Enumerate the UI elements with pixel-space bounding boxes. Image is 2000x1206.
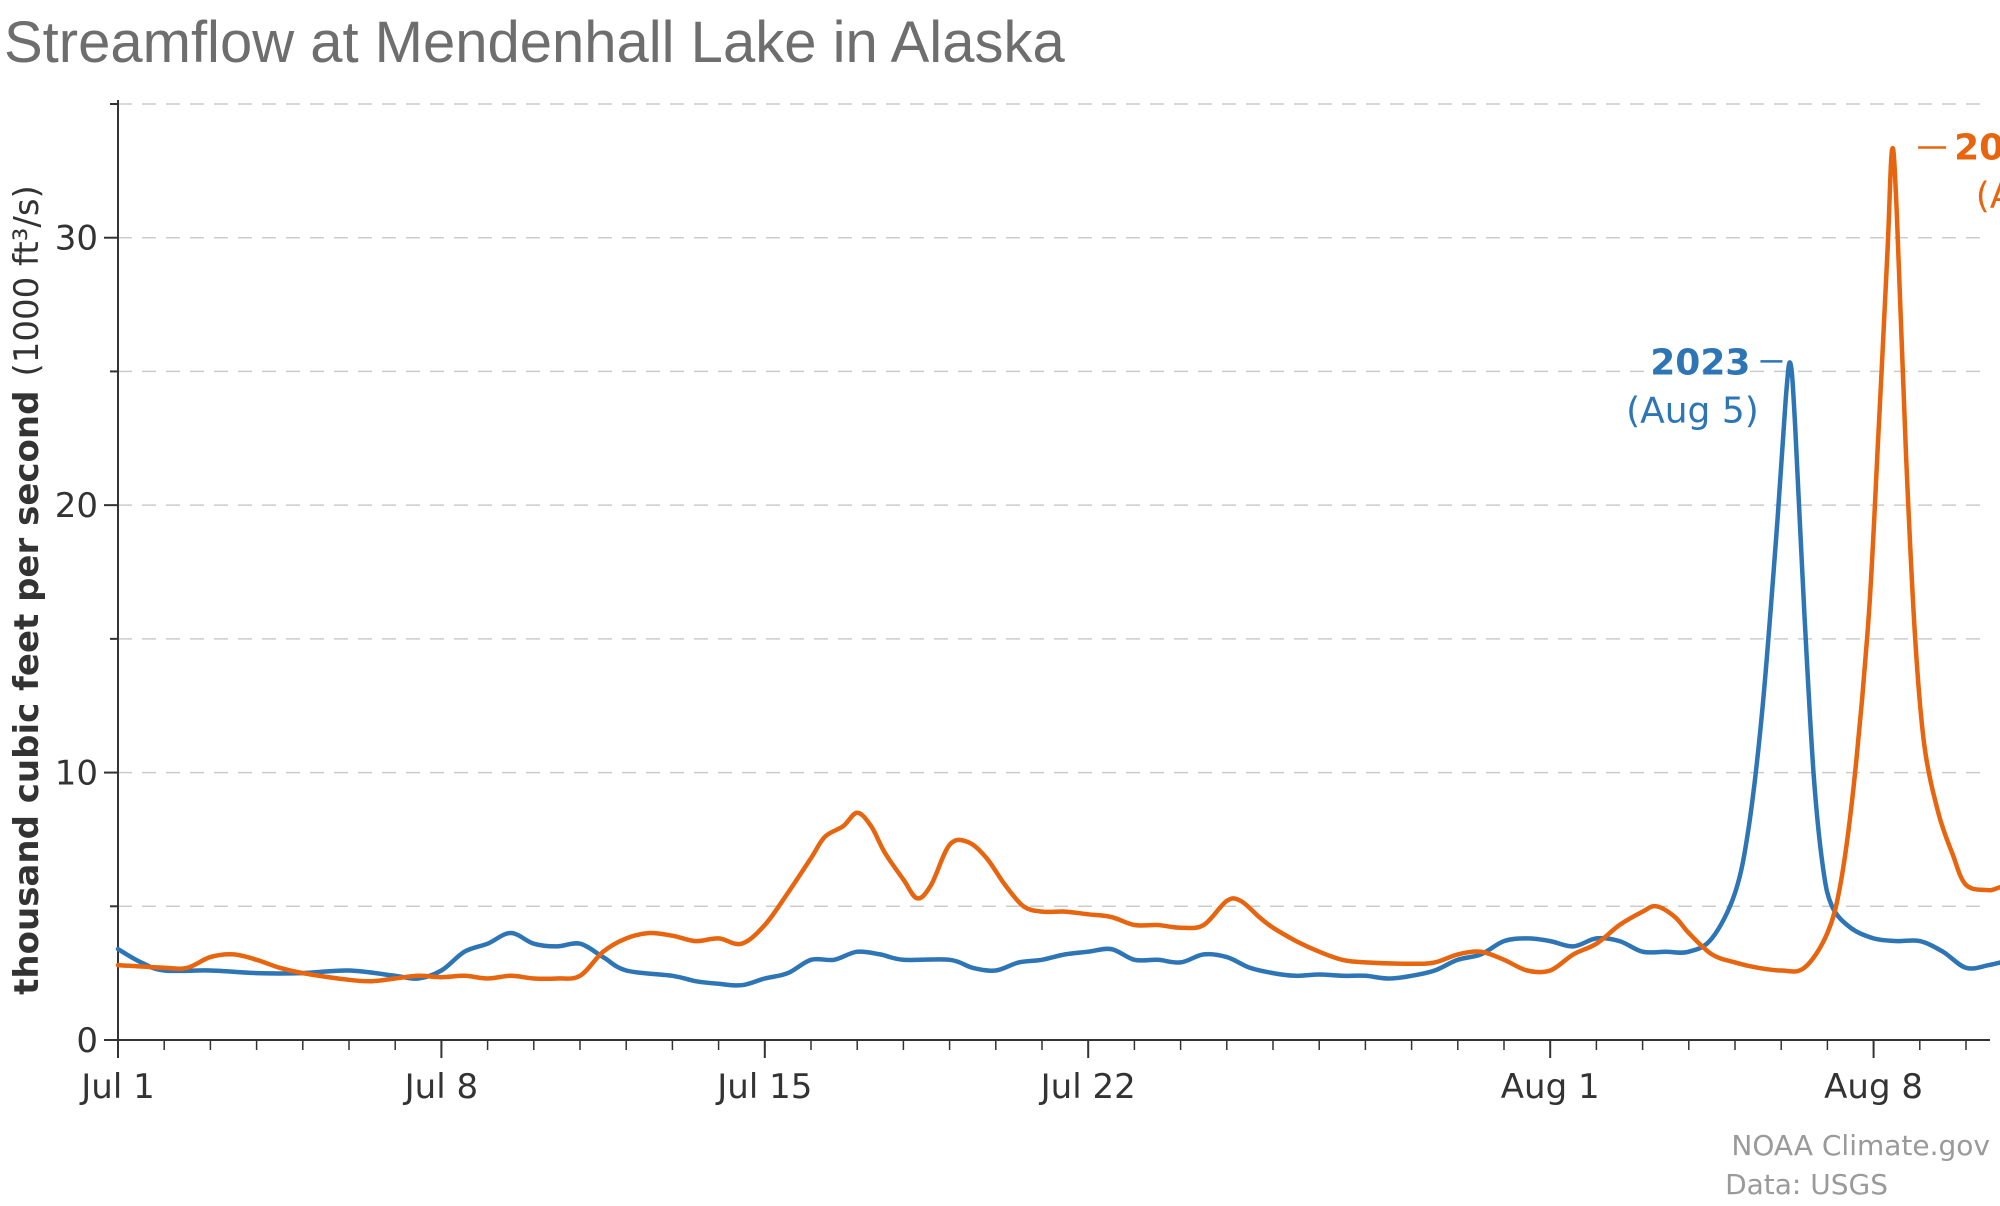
series-line-2023 bbox=[115, 360, 2000, 988]
y-axis-label-unit: (1000 ft³/s) bbox=[7, 185, 47, 376]
series-lines bbox=[115, 145, 2000, 988]
peak-annotations: 2023 (Aug 5) 2024 (Aug 6) bbox=[1626, 127, 2000, 431]
annotation-year-2024: 2024 bbox=[1954, 127, 2000, 168]
annotation-year-2023: 2023 bbox=[1650, 342, 1750, 383]
x-tick-label: Jul 8 bbox=[403, 1067, 478, 1107]
y-axis-label-main: thousand cubic feet per second bbox=[7, 391, 47, 995]
x-tick-label: Jul 22 bbox=[1039, 1067, 1136, 1107]
y-tick-label: 30 bbox=[55, 219, 98, 259]
chart-title: Streamflow at Mendenhall Lake in Alaska bbox=[4, 10, 1065, 75]
axes: 0 10 20 30 Jul 1 Jul 8 Jul 15 Jul 22 Aug 1 Aug 8 bbox=[55, 100, 1990, 1107]
y-tick-label: 10 bbox=[55, 754, 98, 794]
y-axis-label: thousand cubic feet per second (1000 ft³/… bbox=[7, 185, 47, 995]
x-tick-label: Jul 15 bbox=[715, 1067, 812, 1107]
credit-data: Data: USGS bbox=[1725, 1168, 1888, 1201]
y-tick-label: 0 bbox=[76, 1021, 98, 1061]
series-line-2024 bbox=[115, 145, 2000, 984]
gridlines bbox=[118, 103, 1990, 908]
x-tick-label: Jul 1 bbox=[79, 1067, 154, 1107]
credit-source: NOAA Climate.gov bbox=[1731, 1129, 1990, 1162]
annotation-date-2023: (Aug 5) bbox=[1626, 390, 1759, 431]
y-tick-label: 20 bbox=[55, 486, 98, 526]
x-tick-label: Aug 8 bbox=[1824, 1067, 1923, 1107]
annotation-date-2024: (Aug 6) bbox=[1976, 175, 2000, 216]
x-tick-label: Aug 1 bbox=[1501, 1067, 1600, 1107]
